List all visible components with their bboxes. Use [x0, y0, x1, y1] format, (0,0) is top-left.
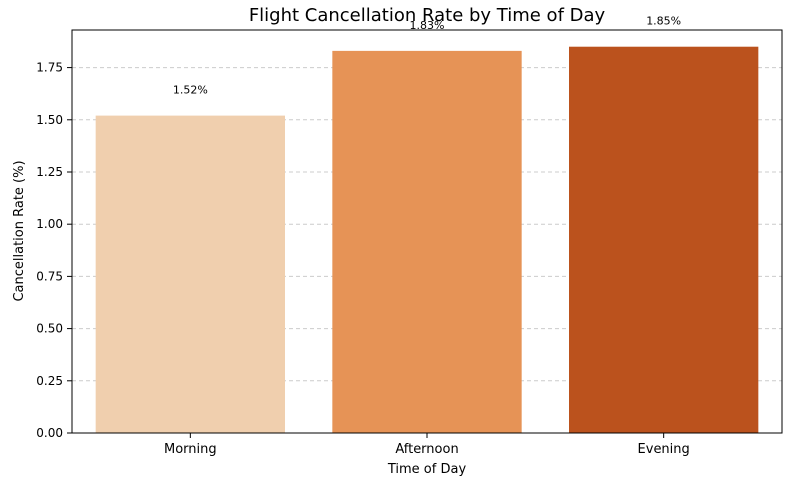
y-tick-label: 0.25: [36, 374, 63, 388]
x-tick-label-afternoon: Afternoon: [395, 442, 458, 457]
x-axis-label: Time of Day: [387, 462, 467, 477]
bar-evening: [569, 46, 759, 434]
data-labels: 1.52% 1.83% 1.85%: [173, 15, 681, 97]
bar-afternoon: [332, 50, 522, 433]
bar-morning: [95, 115, 286, 434]
data-label-afternoon: 1.83%: [410, 19, 445, 32]
x-axis-ticks: Morning Afternoon Evening: [164, 433, 690, 457]
data-label-evening: 1.85%: [646, 15, 681, 28]
x-tick-label-morning: Morning: [164, 442, 217, 457]
y-axis-label: Cancellation Rate (%): [12, 160, 27, 301]
bars: [95, 46, 759, 434]
y-tick-label: 0.75: [36, 269, 63, 283]
y-tick-label: 1.00: [36, 217, 63, 231]
y-tick-label: 1.25: [36, 165, 63, 179]
data-label-morning: 1.52%: [173, 84, 208, 97]
y-tick-label: 1.75: [36, 61, 63, 75]
chart-title: Flight Cancellation Rate by Time of Day: [249, 5, 606, 26]
y-axis-ticks: 0.00 0.25 0.50 0.75 1.00 1.25 1.50 1.75: [36, 61, 72, 440]
x-tick-label-evening: Evening: [638, 442, 690, 457]
y-tick-label: 0.00: [36, 426, 63, 440]
y-tick-label: 1.50: [36, 113, 63, 127]
y-tick-label: 0.50: [36, 322, 63, 336]
